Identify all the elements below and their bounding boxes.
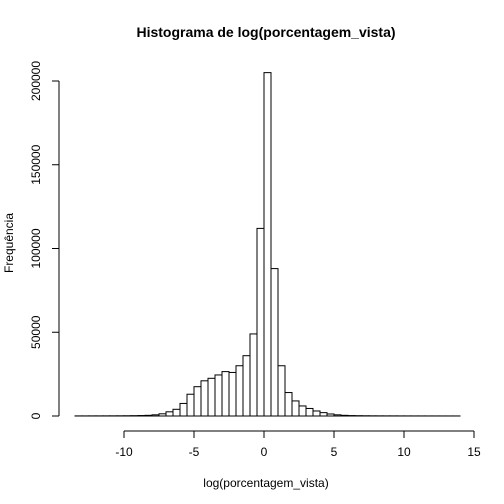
histogram-bar [144,414,153,417]
histogram-bar [186,393,195,417]
x-tick-label: 0 [261,445,268,459]
histogram-bar [312,410,321,417]
y-axis-label: Frequência [2,213,16,273]
x-tick-label: 5 [331,445,338,459]
histogram-bar [333,414,342,417]
histogram-bar [249,333,258,417]
x-axis: -10 -5 0 5 10 15 [115,430,481,459]
histogram-bar [165,411,174,417]
histogram-bar [151,414,160,417]
x-tick-label: 15 [467,445,481,459]
histogram-bar [172,408,181,417]
histogram-bar [221,371,230,417]
histogram-bars [74,72,461,417]
histogram-bar [256,227,265,417]
histogram-bar [193,386,202,417]
chart-title: Histograma de log(porcentagem_vista) [136,24,395,40]
histogram-bar [298,405,307,417]
histogram-bar [291,400,300,417]
y-axis: 0 50000 100000 150000 200000 [29,61,60,419]
y-tick-label: 150000 [29,144,43,184]
histogram-bar [179,402,188,417]
histogram-bar [277,365,286,417]
x-tick-label: -10 [115,445,133,459]
histogram-bar [305,407,314,417]
histogram-bar [207,377,216,417]
histogram-bar [242,355,251,417]
histogram-bar [235,365,244,417]
histogram-bar [284,392,293,417]
histogram-bar [340,414,349,417]
histogram-bar [263,72,272,417]
y-tick-label: 0 [29,412,43,419]
histogram-bar [200,380,209,417]
x-tick-label: 10 [397,445,411,459]
histogram-bar [158,413,167,417]
y-tick-label: 50000 [29,315,43,349]
y-tick-label: 200000 [29,61,43,101]
histogram-bar [319,412,328,417]
histogram-bar [214,374,223,417]
histogram-bar [270,268,279,417]
x-axis-label: log(porcentagem_vista) [203,476,328,490]
histogram-bar [326,413,335,417]
histogram-bar [228,371,237,417]
y-tick-label: 100000 [29,228,43,268]
x-tick-label: -5 [189,445,200,459]
